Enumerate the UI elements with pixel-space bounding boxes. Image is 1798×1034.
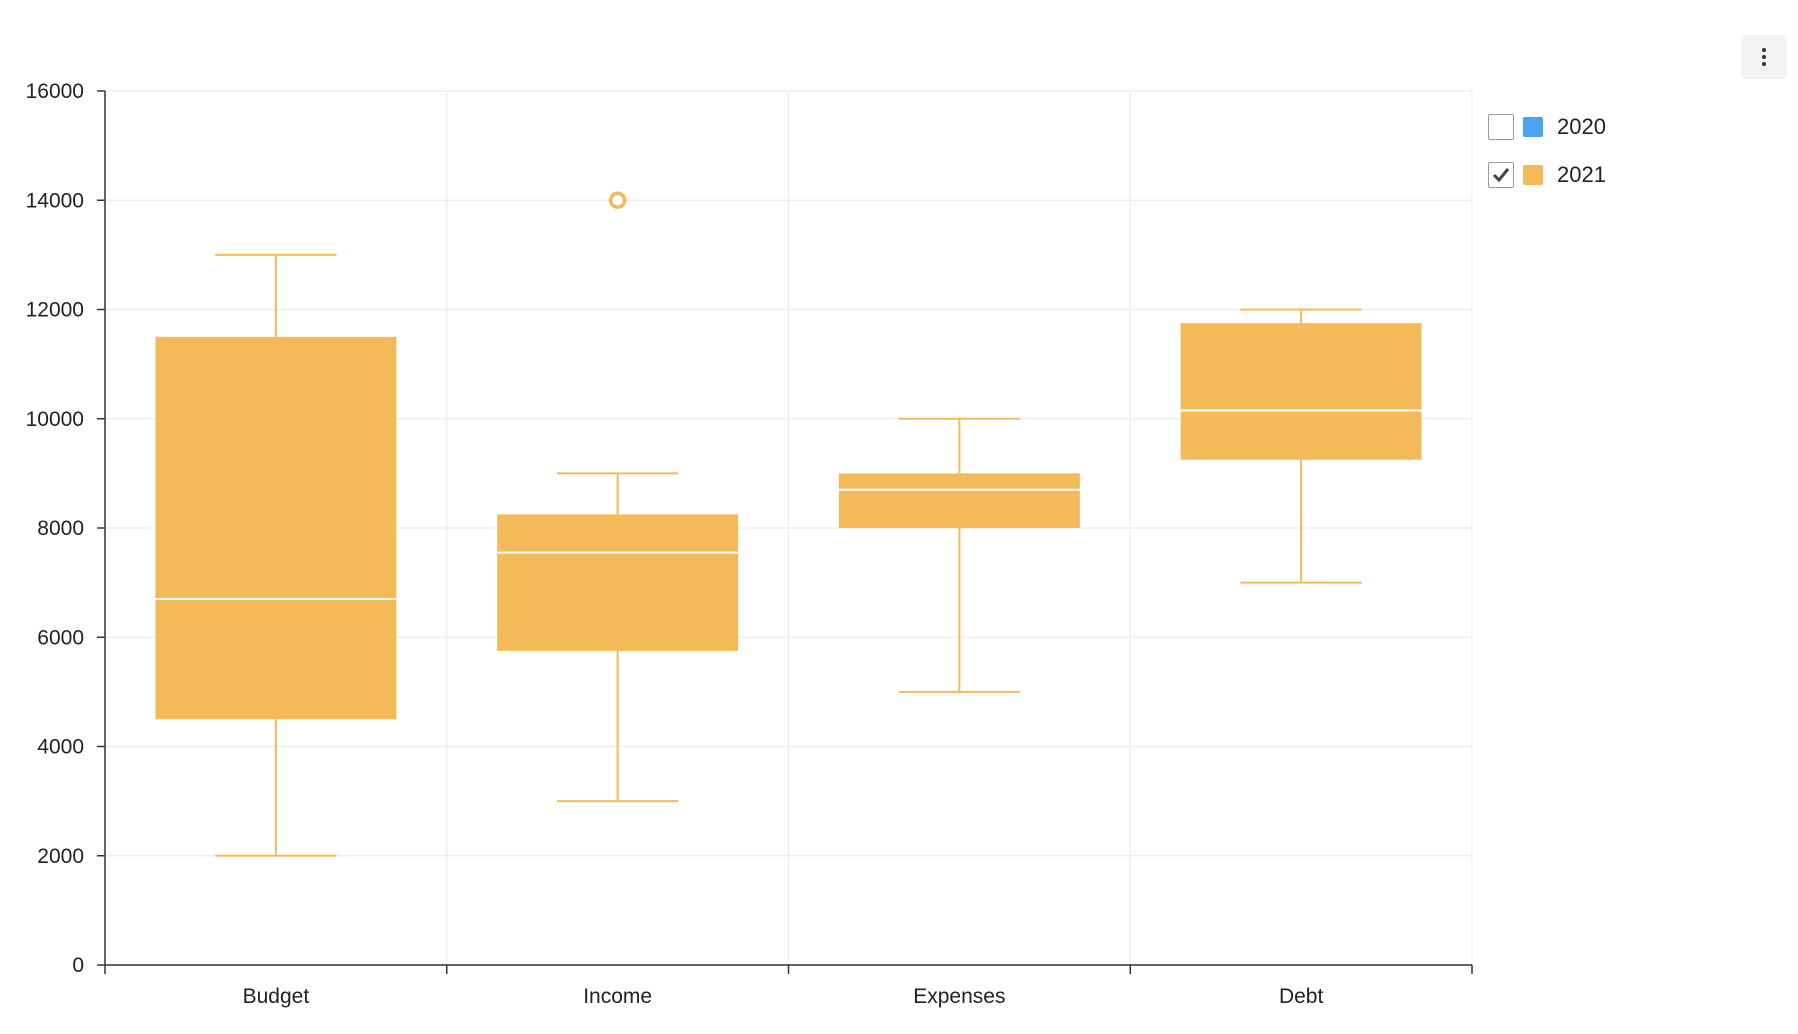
check-icon	[1492, 168, 1510, 183]
legend-swatch	[1523, 117, 1543, 137]
more-vertical-icon	[1762, 48, 1766, 52]
y-tick-label: 8000	[37, 517, 84, 540]
chart-menu-button[interactable]	[1741, 35, 1787, 79]
checkbox[interactable]	[1488, 114, 1514, 140]
legend: 2020 2021	[1488, 112, 1606, 208]
y-tick-label: 10000	[26, 408, 84, 431]
legend-label: 2020	[1557, 114, 1606, 139]
y-tick-label: 12000	[26, 299, 84, 322]
y-tick-label: 2000	[37, 845, 84, 868]
legend-label: 2021	[1557, 162, 1606, 187]
checkbox[interactable]	[1488, 162, 1514, 188]
box-series	[155, 191, 1422, 857]
box-debt	[1180, 323, 1422, 460]
y-tick-label: 14000	[26, 189, 84, 212]
legend-item-2021[interactable]: 2021	[1488, 160, 1606, 190]
y-tick-label: 16000	[26, 80, 84, 103]
outlier-point	[608, 191, 627, 209]
box-budget	[155, 336, 397, 720]
y-tick-label: 6000	[37, 626, 84, 649]
legend-swatch	[1523, 165, 1543, 185]
x-tick-label: Income	[583, 985, 652, 1008]
legend-item-2020[interactable]: 2020	[1488, 112, 1606, 142]
box-income	[497, 514, 739, 651]
x-tick-label: Debt	[1279, 985, 1324, 1008]
x-tick-label: Budget	[243, 985, 310, 1008]
axes: 0 2000 4000 6000 8000 10000 12000 14000 16000 Bud…	[26, 80, 1473, 1008]
y-tick-label: 0	[72, 954, 84, 977]
x-tick-label: Expenses	[913, 985, 1005, 1008]
box-expenses	[838, 473, 1080, 528]
y-tick-label: 4000	[37, 736, 84, 759]
